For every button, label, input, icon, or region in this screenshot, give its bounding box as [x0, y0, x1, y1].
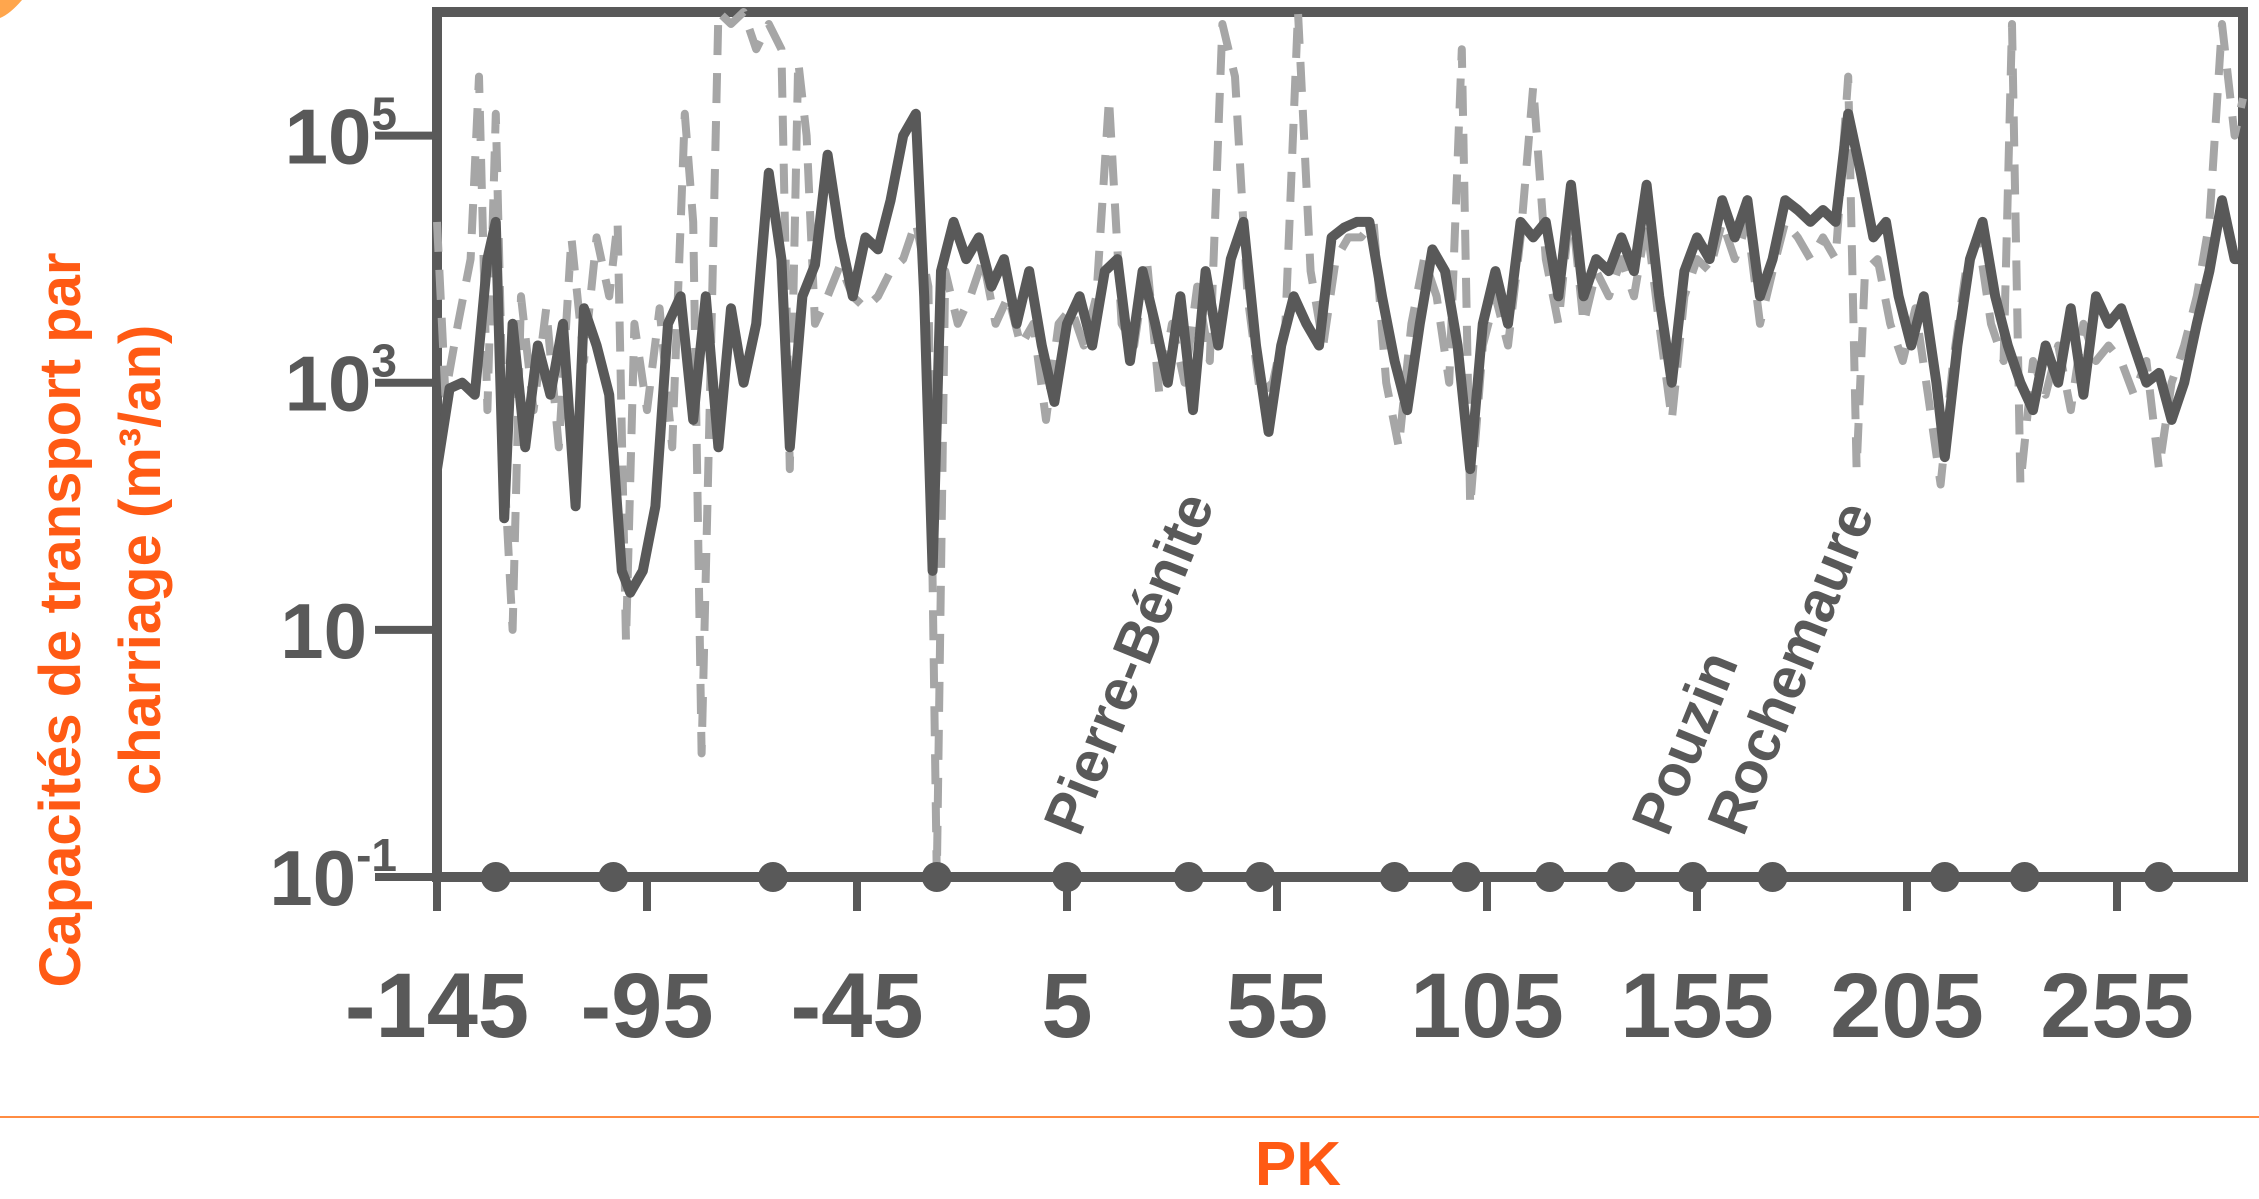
- site-marker: [1451, 862, 1481, 892]
- site-marker: [921, 862, 952, 892]
- y-axis-ticks: 10-1 10 103 105: [269, 88, 437, 922]
- x-tick-label: -45: [791, 955, 924, 1057]
- x-axis-label: PK: [1255, 1130, 1341, 1199]
- site-marker: [2009, 862, 2040, 892]
- marker-layer: [480, 862, 2174, 892]
- x-tick-label: 105: [1410, 955, 1564, 1057]
- site-marker: [598, 862, 629, 892]
- y-tick-label: 10: [280, 587, 367, 675]
- y-axis-label-line1: Capacités de transport par: [28, 253, 93, 988]
- x-tick-label: 255: [2040, 955, 2194, 1057]
- x-tick-label: 155: [1620, 955, 1774, 1057]
- y-tick-label: 103: [285, 335, 397, 428]
- y-axis-label-line2: charriage (m³/an): [108, 325, 173, 796]
- site-marker: [1245, 862, 1276, 892]
- site-marker: [1606, 862, 1637, 892]
- y-tick-label: 10-1: [269, 829, 397, 922]
- site-marker: [1757, 862, 1788, 892]
- y-axis-label: Capacités de transport par: [28, 253, 93, 988]
- site-marker: [2144, 862, 2174, 892]
- series-line-solid: [432, 108, 2248, 598]
- y-axis-label-2: charriage (m³/an): [108, 325, 173, 796]
- annotation-group: Pierre-Bénite: [1031, 484, 1227, 843]
- x-tick-label: 205: [1830, 955, 1984, 1057]
- annotation-label: Pierre-Bénite: [1031, 484, 1227, 843]
- series-layer: [432, 8, 2248, 881]
- x-tick-label: -145: [345, 955, 529, 1057]
- series-line-dashed: [433, 8, 2247, 881]
- site-marker: [1677, 862, 1708, 892]
- plot-frame: [432, 7, 2248, 882]
- site-marker: [1929, 862, 1960, 892]
- site-marker: [1379, 862, 1410, 892]
- corner-accent: [0, 0, 22, 18]
- site-marker: [758, 862, 788, 892]
- x-tick-label: -95: [581, 955, 714, 1057]
- site-marker: [1535, 862, 1565, 892]
- site-marker: [1173, 862, 1204, 892]
- x-axis-ticks: -145 -95 -45 5 55 105 155 205 255: [345, 877, 2194, 1057]
- y-tick-label: 105: [285, 88, 397, 181]
- site-marker: [480, 862, 511, 892]
- x-tick-label: 55: [1226, 955, 1328, 1057]
- x-tick-label: 5: [1041, 955, 1092, 1057]
